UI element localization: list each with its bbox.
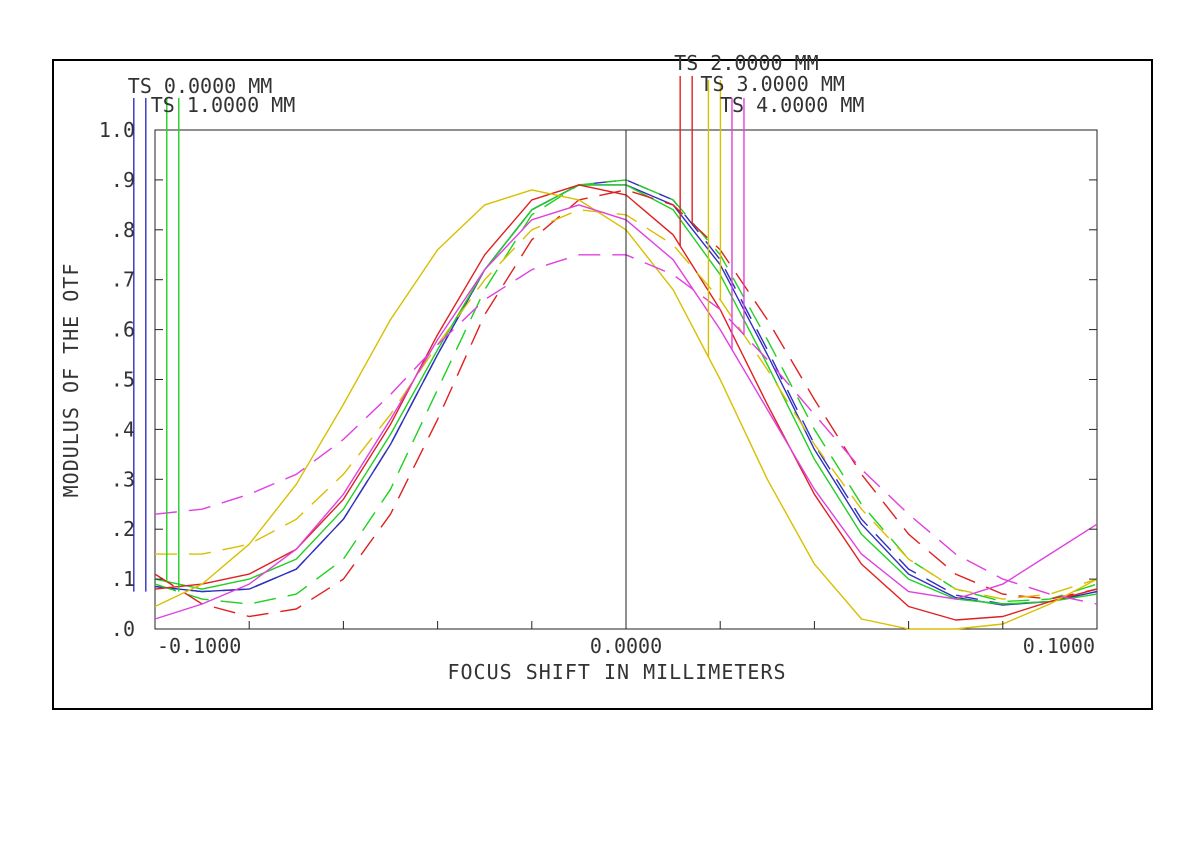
- x-tick-label: -0.1000: [157, 634, 241, 658]
- legend-label: TS 4.0000 MM: [720, 93, 865, 117]
- y-tick-label: .9: [111, 168, 135, 192]
- x-tick-label: 0.1000: [1023, 634, 1095, 658]
- y-tick-label: .1: [111, 567, 135, 591]
- series-line-sagittal: [154, 179, 1098, 605]
- y-tick-label: .2: [111, 517, 135, 541]
- y-axis-label: MODULUS OF THE OTF: [59, 263, 83, 498]
- y-tick-label: .3: [111, 467, 135, 491]
- y-tick-label: .5: [111, 368, 135, 392]
- legend-label: TS 1.0000 MM: [151, 93, 296, 117]
- y-tick-label: .7: [111, 268, 135, 292]
- series-line-sagittal: [154, 189, 1098, 618]
- y-tick-label: .8: [111, 218, 135, 242]
- x-axis-label: FOCUS SHIFT IN MILLIMETERS: [447, 660, 786, 684]
- frame-border: [52, 59, 1153, 710]
- y-tick-label: .4: [111, 417, 135, 441]
- legend-label: TS 2.0000 MM: [674, 51, 819, 75]
- y-tick-label: 1.0: [99, 118, 135, 142]
- axis-layer: .0 .1 .2 .3 .4 .5 .6 .7 .8 .9 1.0 -0.1000 0.0000 0.10…: [99, 118, 1098, 658]
- legend-label: TS 3.0000 MM: [700, 72, 845, 96]
- x-tick-label: 0.0000: [590, 634, 662, 658]
- y-tick-label: .0: [111, 617, 135, 641]
- y-tick-label: .6: [111, 318, 135, 342]
- legend-label: TS 0.0000 MM: [128, 74, 273, 98]
